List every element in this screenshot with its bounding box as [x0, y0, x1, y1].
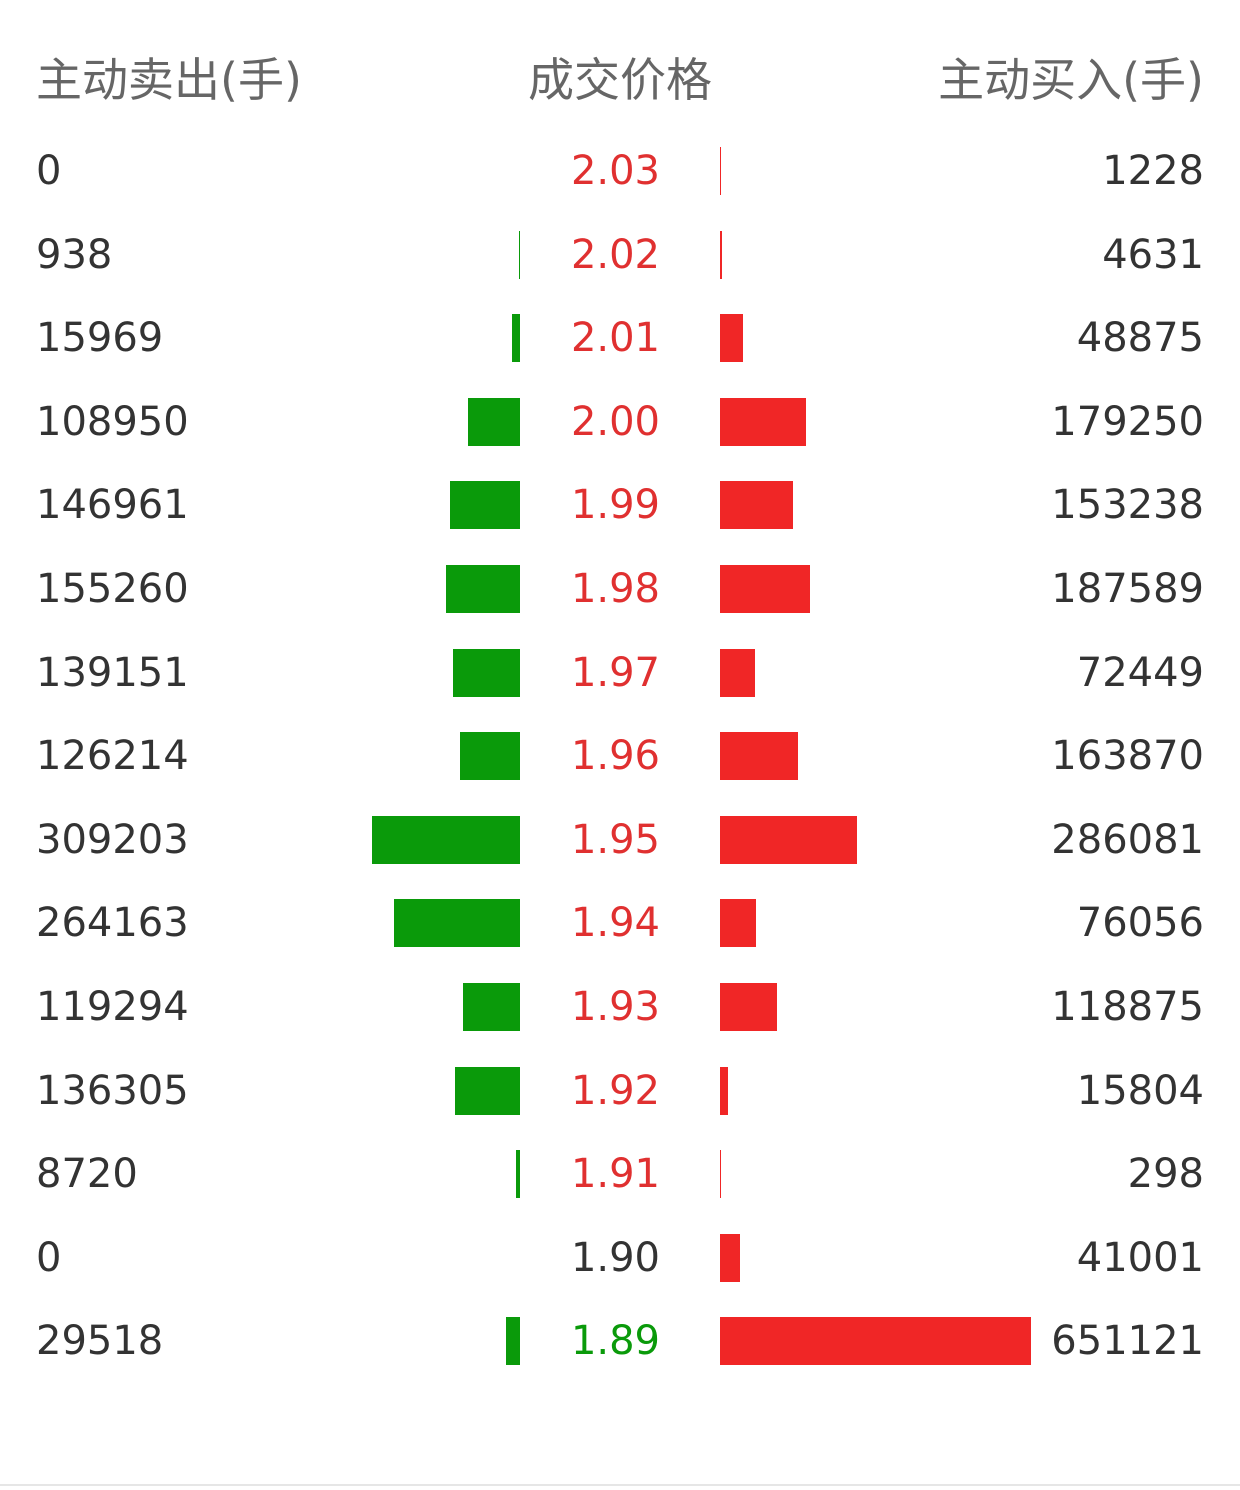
buy-volume-bar [720, 481, 794, 530]
sell-volume-bar [445, 564, 520, 613]
sell-volume: 139151 [36, 649, 189, 696]
buy-volume: 48875 [1076, 315, 1204, 362]
sell-volume: 8720 [36, 1151, 138, 1198]
buy-volume-bar [720, 1066, 728, 1115]
buy-volume-bar [720, 648, 755, 697]
trade-price: 1.92 [570, 1067, 660, 1114]
buy-column-header: 主动买入(手) [938, 53, 1204, 107]
trade-price: 1.89 [570, 1318, 660, 1365]
sell-volume: 309203 [36, 816, 189, 863]
buy-volume: 76056 [1076, 900, 1204, 947]
sell-volume: 146961 [36, 482, 189, 529]
table-row: 146961 1.99 153238 [0, 464, 1240, 548]
sell-volume: 264163 [36, 900, 189, 947]
sell-volume: 0 [36, 1234, 62, 1281]
buy-volume-bar [720, 397, 806, 446]
buy-volume-bar [720, 147, 721, 195]
buy-volume-bar [720, 982, 777, 1031]
buy-volume: 298 [1127, 1151, 1204, 1198]
buy-volume-bar [720, 732, 799, 781]
bottom-divider [0, 1484, 1240, 1486]
table-row: 938 2.02 4631 [0, 214, 1240, 298]
trade-distribution-list: 0 2.03 1228 938 2.02 4631 15969 2.01 48875 108950… [0, 130, 1240, 1384]
sell-volume: 155260 [36, 565, 189, 612]
buy-volume: 15804 [1076, 1067, 1204, 1114]
table-row: 0 1.90 41001 [0, 1217, 1240, 1301]
trade-price: 2.01 [570, 315, 660, 362]
buy-volume-bar [720, 1317, 1031, 1366]
sell-volume-bar [519, 230, 520, 279]
buy-volume-bar [720, 815, 857, 864]
buy-volume: 153238 [1051, 482, 1204, 529]
buy-volume: 179250 [1051, 398, 1204, 445]
sell-volume-bar [459, 732, 520, 781]
table-row: 155260 1.98 187589 [0, 548, 1240, 632]
buy-volume: 72449 [1076, 649, 1204, 696]
price-column-header: 成交价格 [528, 53, 712, 107]
trade-price: 1.91 [570, 1151, 660, 1198]
sell-volume-bar [462, 982, 520, 1031]
trade-price: 2.02 [570, 231, 660, 278]
table-header: 主动卖出(手) 成交价格 主动买入(手) [0, 44, 1240, 124]
table-row: 108950 2.00 179250 [0, 381, 1240, 465]
sell-volume-bar [505, 1317, 520, 1366]
buy-volume: 651121 [1051, 1318, 1204, 1365]
sell-volume-bar [512, 314, 520, 363]
table-row: 119294 1.93 118875 [0, 966, 1240, 1050]
trade-price: 1.97 [570, 649, 660, 696]
sell-volume: 938 [36, 231, 113, 278]
trade-price: 1.90 [570, 1234, 660, 1281]
sell-volume-bar [453, 648, 520, 697]
sell-volume: 0 [36, 148, 62, 194]
sell-volume: 108950 [36, 398, 189, 445]
sell-volume: 136305 [36, 1067, 189, 1114]
sell-volume: 119294 [36, 983, 189, 1030]
sell-volume-bar [467, 397, 520, 446]
buy-volume: 163870 [1051, 733, 1204, 780]
buy-volume-bar [720, 1233, 740, 1282]
buy-volume: 286081 [1051, 816, 1204, 863]
buy-volume: 4631 [1102, 231, 1204, 278]
buy-volume: 187589 [1051, 565, 1204, 612]
buy-volume: 41001 [1076, 1234, 1204, 1281]
trade-price: 1.94 [570, 900, 660, 947]
sell-volume: 29518 [36, 1318, 164, 1365]
table-row: 264163 1.94 76056 [0, 882, 1240, 966]
trade-price: 1.96 [570, 733, 660, 780]
trade-price: 2.03 [570, 148, 660, 194]
table-row: 15969 2.01 48875 [0, 297, 1240, 381]
table-row: 29518 1.89 651121 [0, 1300, 1240, 1384]
buy-volume-bar [720, 230, 723, 279]
buy-volume-bar [720, 564, 810, 613]
sell-volume-bar [449, 481, 520, 530]
table-row: 8720 1.91 298 [0, 1133, 1240, 1217]
sell-column-header: 主动卖出(手) [36, 53, 302, 107]
trade-price: 2.00 [570, 398, 660, 445]
sell-volume-bar [372, 815, 520, 864]
trade-price: 1.93 [570, 983, 660, 1030]
buy-volume-bar [720, 899, 757, 948]
sell-volume: 126214 [36, 733, 189, 780]
buy-volume-bar [720, 1150, 721, 1199]
sell-volume-bar [515, 1150, 520, 1199]
buy-volume: 1228 [1102, 148, 1204, 194]
sell-volume-bar [393, 899, 520, 948]
sell-volume: 15969 [36, 315, 164, 362]
trade-price: 1.95 [570, 816, 660, 863]
trade-price: 1.99 [570, 482, 660, 529]
trade-price: 1.98 [570, 565, 660, 612]
table-row: 0 2.03 1228 [0, 130, 1240, 214]
table-row: 136305 1.92 15804 [0, 1050, 1240, 1134]
buy-volume: 118875 [1051, 983, 1204, 1030]
buy-volume-bar [720, 314, 744, 363]
table-row: 309203 1.95 286081 [0, 799, 1240, 883]
table-row: 126214 1.96 163870 [0, 715, 1240, 799]
table-row: 139151 1.97 72449 [0, 632, 1240, 716]
sell-volume-bar [454, 1066, 520, 1115]
